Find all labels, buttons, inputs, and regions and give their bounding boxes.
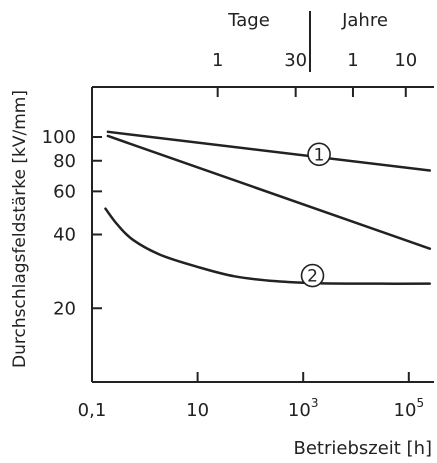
x-tick-label: 103 [288, 396, 319, 421]
top-axis-left-title: Tage [227, 10, 270, 31]
y-tick-label: 40 [53, 225, 76, 246]
series-group [105, 132, 429, 284]
x-tick-label: 105 [394, 396, 425, 421]
series-line-1 [108, 136, 430, 249]
y-tick-label: 60 [53, 181, 76, 202]
annotations: 12 [302, 143, 331, 286]
x-tick-label: 0,1 [78, 400, 107, 421]
top-tick-label: 10 [394, 50, 417, 71]
x-tick-label: 10 [186, 400, 209, 421]
top-tick-label: 30 [284, 50, 307, 71]
series-line-upper [108, 132, 430, 171]
y-tick-label: 100 [42, 127, 76, 148]
annotation-label: 1 [314, 145, 325, 165]
x-tick-exponent: 5 [416, 396, 424, 410]
x-axis-label: Betriebszeit [h] [293, 438, 432, 459]
x-axis-ticks: 0,1 10 103 105 [78, 372, 424, 421]
top-tick-label: 1 [212, 50, 223, 71]
y-axis-label: Durchschlagsfeldstärke [kV/mm] [10, 90, 30, 368]
annotation-label: 2 [307, 267, 318, 287]
x-tick-exponent: 3 [311, 396, 319, 410]
y-tick-label: 20 [53, 298, 76, 319]
y-tick-label: 80 [53, 151, 76, 172]
series-line-2 [105, 209, 429, 284]
plot-frame [92, 87, 434, 382]
top-tick-label: 1 [347, 50, 358, 71]
top-axis-ticks: 1 30 1 10 [212, 50, 417, 97]
top-axis-right-title: Jahre [341, 10, 388, 31]
